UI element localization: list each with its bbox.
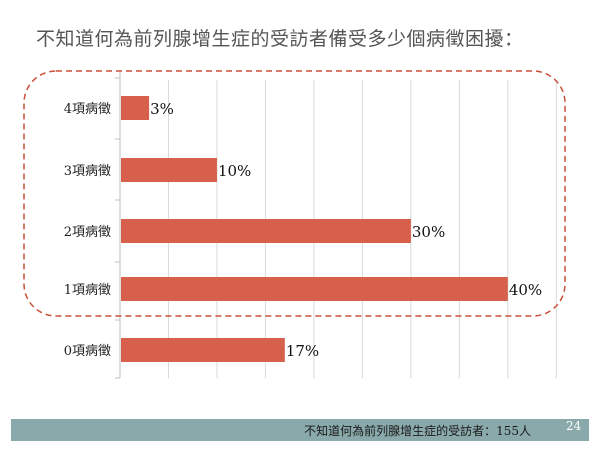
data-label: 10% — [218, 162, 251, 180]
bar — [121, 338, 285, 362]
category-label: 0項病徵 — [64, 344, 111, 359]
data-label: 40% — [509, 281, 542, 299]
bar — [121, 219, 411, 243]
data-label: 17% — [286, 342, 319, 360]
bar — [121, 277, 508, 301]
category-label: 4項病徵 — [64, 102, 111, 117]
category-label: 3項病徵 — [64, 164, 111, 179]
slide-title: 不知道何為前列腺增生症的受訪者備受多少個病徵困擾： — [36, 28, 524, 50]
category-label: 2項病徵 — [64, 225, 111, 240]
bar — [121, 158, 217, 182]
category-label: 1項病徵 — [64, 283, 111, 298]
footer-note: 不知道何為前列腺增生症的受訪者：155人 — [304, 424, 531, 438]
footer-bar: 不知道何為前列腺增生症的受訪者：155人 — [11, 419, 589, 441]
bar — [121, 96, 150, 120]
data-label: 30% — [412, 223, 445, 241]
data-label: 3% — [150, 100, 174, 118]
page-number: 24 — [566, 419, 582, 433]
